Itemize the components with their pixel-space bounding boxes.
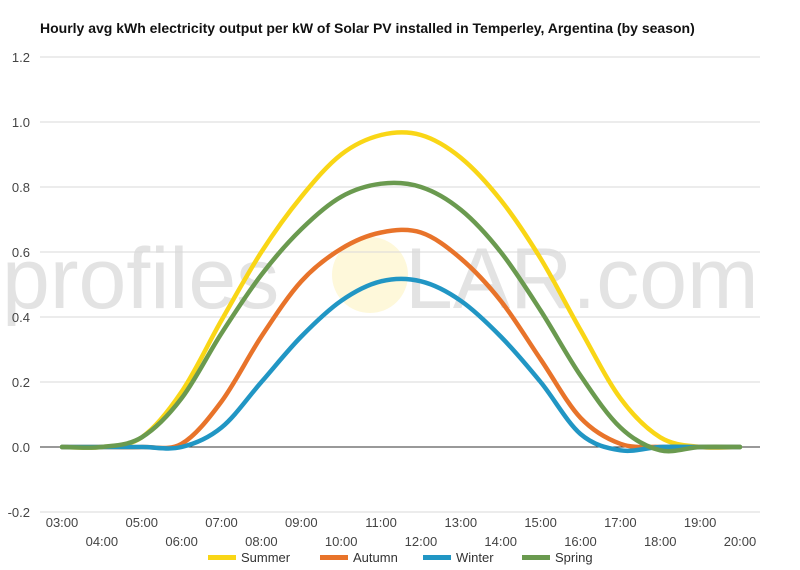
series-line-autumn (59, 227, 743, 451)
x-tick-label: 06:00 (165, 534, 198, 549)
legend-label-autumn: Autumn (353, 550, 398, 565)
y-tick-label: 0.6 (12, 245, 30, 260)
x-tick-label: 16:00 (564, 534, 597, 549)
legend-label-spring: Spring (555, 550, 593, 565)
x-tick-label: 10:00 (325, 534, 358, 549)
legend-swatch-summer (208, 555, 236, 560)
x-tick-label: 04:00 (86, 534, 119, 549)
x-tick-label: 05:00 (125, 515, 158, 530)
y-tick-label: 0.0 (12, 440, 30, 455)
series-lines (59, 130, 743, 454)
y-tick-label: 1.0 (12, 115, 30, 130)
x-tick-label: 07:00 (205, 515, 238, 530)
legend-swatch-spring (522, 555, 550, 560)
x-tick-label: 08:00 (245, 534, 278, 549)
x-tick-label: 20:00 (724, 534, 757, 549)
series-line-spring (59, 180, 743, 454)
x-tick-label: 18:00 (644, 534, 677, 549)
watermark-text-right: LAR.com (405, 231, 759, 327)
x-tick-label: 11:00 (365, 515, 397, 530)
series-line-winter (59, 276, 743, 454)
y-tick-label: 0.2 (12, 375, 30, 390)
y-tick-label: 0.4 (12, 310, 30, 325)
x-tick-label: 03:00 (46, 515, 79, 530)
x-tick-label: 12:00 (405, 534, 438, 549)
y-tick-label: 0.8 (12, 180, 30, 195)
series-line-summer (59, 130, 743, 450)
x-tick-label: 17:00 (604, 515, 637, 530)
x-tick-label: 13:00 (445, 515, 478, 530)
x-tick-label: 09:00 (285, 515, 318, 530)
y-tick-label: -0.2 (8, 505, 30, 520)
watermark: profiles LAR.com (2, 231, 759, 327)
y-axis-labels: -0.2 0.0 0.2 0.4 0.6 0.8 1.0 1.2 (8, 50, 30, 520)
x-tick-label: 15:00 (524, 515, 557, 530)
watermark-text-left: profiles (2, 231, 279, 327)
legend: Summer Autumn Winter Spring (208, 550, 593, 565)
grid (40, 56, 760, 513)
legend-label-summer: Summer (241, 550, 291, 565)
legend-swatch-autumn (320, 555, 348, 560)
legend-label-winter: Winter (456, 550, 494, 565)
x-tick-label: 14:00 (484, 534, 517, 549)
x-axis-labels: 03:00 04:00 05:00 06:00 07:00 08:00 09:00 10:00… (46, 515, 757, 549)
y-tick-label: 1.2 (12, 50, 30, 65)
chart-title: Hourly avg kWh electricity output per kW… (40, 20, 695, 36)
x-tick-label: 19:00 (684, 515, 717, 530)
legend-swatch-winter (423, 555, 451, 560)
